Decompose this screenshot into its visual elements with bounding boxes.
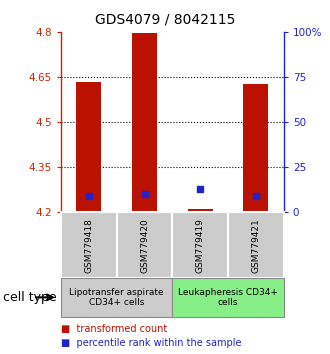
Text: Lipotransfer aspirate
CD34+ cells: Lipotransfer aspirate CD34+ cells <box>69 288 164 307</box>
Text: cell type: cell type <box>3 291 57 304</box>
Text: GSM779418: GSM779418 <box>84 218 93 273</box>
Text: GDS4079 / 8042115: GDS4079 / 8042115 <box>95 12 235 27</box>
Bar <box>228 212 284 278</box>
Bar <box>76 81 101 212</box>
Text: GSM779419: GSM779419 <box>196 218 205 273</box>
Text: Leukapheresis CD34+
cells: Leukapheresis CD34+ cells <box>178 288 278 307</box>
Bar <box>188 209 213 212</box>
Bar <box>173 212 228 278</box>
Bar <box>173 278 284 317</box>
Bar <box>117 212 173 278</box>
Bar <box>244 84 269 212</box>
Text: GSM779421: GSM779421 <box>251 218 260 273</box>
Bar <box>132 33 157 212</box>
Bar <box>61 212 117 278</box>
Text: ■  transformed count: ■ transformed count <box>61 324 167 333</box>
Text: GSM779420: GSM779420 <box>140 218 149 273</box>
Bar <box>61 278 173 317</box>
Text: ■  percentile rank within the sample: ■ percentile rank within the sample <box>61 338 242 348</box>
